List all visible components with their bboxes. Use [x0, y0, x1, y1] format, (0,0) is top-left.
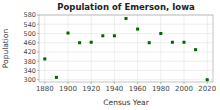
tick-mark — [184, 82, 185, 84]
grid-line — [39, 61, 213, 62]
tick-label: 580 — [24, 11, 36, 19]
tick-mark — [44, 82, 45, 84]
grid-line — [39, 33, 213, 34]
tick-mark — [68, 82, 69, 84]
point — [171, 41, 174, 44]
grid-line — [39, 24, 213, 25]
grid-line — [39, 42, 213, 43]
grid-line — [207, 15, 208, 82]
tick-mark — [160, 82, 161, 84]
x-axis-label: Census Year — [103, 98, 149, 107]
point — [67, 32, 70, 35]
tick-label: 540 — [24, 21, 36, 29]
tick-label: 420 — [24, 48, 36, 56]
point — [78, 41, 81, 44]
plot-frame — [39, 15, 213, 82]
tick-mark — [91, 82, 92, 84]
point — [113, 34, 116, 37]
axes: 1880 1900 1920 1940 1960 1980 2000 2020 30034038… — [24, 11, 217, 93]
tick-label: 1920 — [82, 85, 100, 93]
tick-label: 1960 — [129, 85, 147, 93]
tick-label: 2000 — [175, 85, 193, 93]
tick-label: 1940 — [105, 85, 123, 93]
grid-line — [39, 70, 213, 71]
grid-line — [184, 15, 185, 82]
tick-label: 1980 — [152, 85, 170, 93]
point — [206, 78, 209, 81]
point — [148, 41, 151, 44]
grid-line — [137, 15, 138, 82]
title: Population of Emerson, Iowa — [57, 2, 195, 12]
tick-mark — [207, 82, 208, 84]
tick-label: 1880 — [36, 85, 54, 93]
tick-label: 300 — [24, 76, 36, 84]
y-axis-label: Population — [1, 29, 10, 69]
tick-label: 380 — [24, 58, 36, 66]
point — [183, 41, 186, 44]
points — [43, 17, 208, 81]
tick-label: 500 — [24, 30, 36, 38]
tick-label: 340 — [24, 67, 36, 75]
tick-label: 460 — [24, 39, 36, 47]
point — [55, 76, 58, 79]
tick-label: 2020 — [198, 85, 216, 93]
grid-line — [39, 79, 213, 80]
chart-container: 1880 1900 1920 1940 1960 1980 2000 2020 30034038… — [0, 0, 220, 110]
grid-line — [91, 15, 92, 82]
point — [90, 41, 93, 44]
grid-line — [39, 51, 213, 52]
grid-line — [160, 15, 161, 82]
point — [159, 32, 162, 35]
point — [101, 34, 104, 37]
point — [43, 57, 46, 60]
grid-line — [68, 15, 69, 82]
grid-line — [44, 15, 45, 82]
grid-line — [114, 15, 115, 82]
point — [194, 48, 197, 51]
tick-mark — [114, 82, 115, 84]
tick-mark — [137, 82, 138, 84]
tick-label: 1900 — [59, 85, 77, 93]
grid — [39, 15, 213, 82]
point — [136, 28, 139, 31]
chart: 1880 1900 1920 1940 1960 1980 2000 2020 30034038… — [0, 0, 220, 110]
point — [125, 17, 128, 20]
